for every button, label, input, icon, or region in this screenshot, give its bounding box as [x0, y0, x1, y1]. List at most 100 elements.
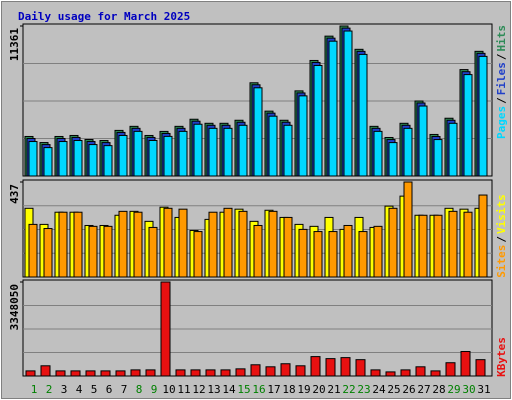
bar [343, 30, 353, 177]
bar [358, 53, 368, 177]
bar [163, 135, 173, 177]
x-tick-label: 27 [417, 383, 430, 396]
bar [253, 224, 263, 278]
x-tick-label: 20 [312, 383, 325, 396]
bar [223, 127, 233, 177]
bar [115, 370, 126, 377]
x-tick-label: 1 [31, 383, 38, 396]
bar [283, 216, 293, 278]
x-tick-label: 21 [327, 383, 340, 396]
x-tick-label: 13 [207, 383, 220, 396]
bar [208, 127, 218, 177]
bar [118, 210, 128, 278]
bar [103, 145, 113, 177]
bar [208, 211, 218, 278]
bar [133, 130, 143, 177]
bar [403, 181, 413, 278]
x-tick-label: 9 [151, 383, 158, 396]
bar [250, 364, 261, 377]
x-tick-label: 23 [357, 383, 370, 396]
bar [58, 141, 68, 177]
bar [313, 64, 323, 177]
bar [43, 228, 53, 278]
x-tick-label: 6 [106, 383, 113, 396]
bar [193, 231, 203, 278]
x-tick-label: 5 [91, 383, 98, 396]
bar [130, 369, 141, 377]
chart-title: Daily usage for March 2025 [18, 10, 190, 23]
x-tick-label: 12 [192, 383, 205, 396]
x-tick-label: 19 [297, 383, 310, 396]
bar [148, 139, 158, 177]
x-tick-label: 17 [267, 383, 280, 396]
legend-entry: Files [495, 62, 508, 95]
bar [118, 134, 128, 177]
y-tick-label: 11361 [8, 28, 21, 61]
bar [238, 124, 248, 177]
x-tick-label: 8 [136, 383, 143, 396]
bar [460, 350, 471, 377]
bar [388, 207, 398, 278]
bar [85, 370, 96, 377]
bar [58, 211, 68, 278]
bar [445, 362, 456, 377]
bar [283, 124, 293, 177]
bar [475, 359, 486, 377]
bar [235, 368, 246, 377]
y-tick-label: 437 [8, 184, 21, 204]
bar [28, 141, 38, 177]
x-tick-label: 18 [282, 383, 295, 396]
bar [43, 147, 53, 177]
bar [478, 55, 488, 177]
bar [448, 122, 458, 177]
bar [358, 231, 368, 278]
x-tick-label: 22 [342, 383, 355, 396]
bar [370, 369, 381, 377]
bar [73, 139, 83, 177]
x-tick-label: 16 [252, 383, 265, 396]
bar [355, 359, 366, 377]
bar [343, 224, 353, 278]
bar [448, 210, 458, 278]
x-tick-label: 29 [447, 383, 460, 396]
legend-entry: Hits [495, 25, 508, 52]
bar [268, 210, 278, 278]
x-tick-label: 25 [387, 383, 400, 396]
bar [88, 225, 98, 278]
bar [430, 370, 441, 377]
legend-separator: / [495, 236, 508, 243]
bar [415, 366, 426, 377]
x-tick-label: 14 [222, 383, 236, 396]
bar [253, 87, 263, 177]
bar [280, 363, 291, 377]
bar [403, 127, 413, 177]
bar [463, 211, 473, 278]
x-tick-label: 10 [162, 383, 175, 396]
bar [193, 123, 203, 177]
bar [40, 365, 51, 377]
bar [433, 139, 443, 177]
x-tick-label: 15 [237, 383, 250, 396]
bar [298, 95, 308, 177]
bar [163, 207, 173, 278]
bar [178, 208, 188, 278]
bar [340, 357, 351, 377]
legend-separator: / [495, 53, 508, 60]
bar [373, 225, 383, 278]
bar [100, 370, 111, 377]
x-tick-label: 4 [76, 383, 83, 396]
bar [313, 231, 323, 278]
bar [175, 369, 186, 377]
bar [328, 231, 338, 278]
x-tick-label: 28 [432, 383, 445, 396]
bar [238, 210, 248, 278]
bar [433, 214, 443, 278]
x-tick-label: 3 [61, 383, 68, 396]
bar [103, 225, 113, 278]
legend: Pages/Files/Hits [495, 25, 508, 139]
legend: KBytes [495, 337, 508, 377]
x-tick-label: 31 [477, 383, 490, 396]
bar [190, 369, 201, 377]
